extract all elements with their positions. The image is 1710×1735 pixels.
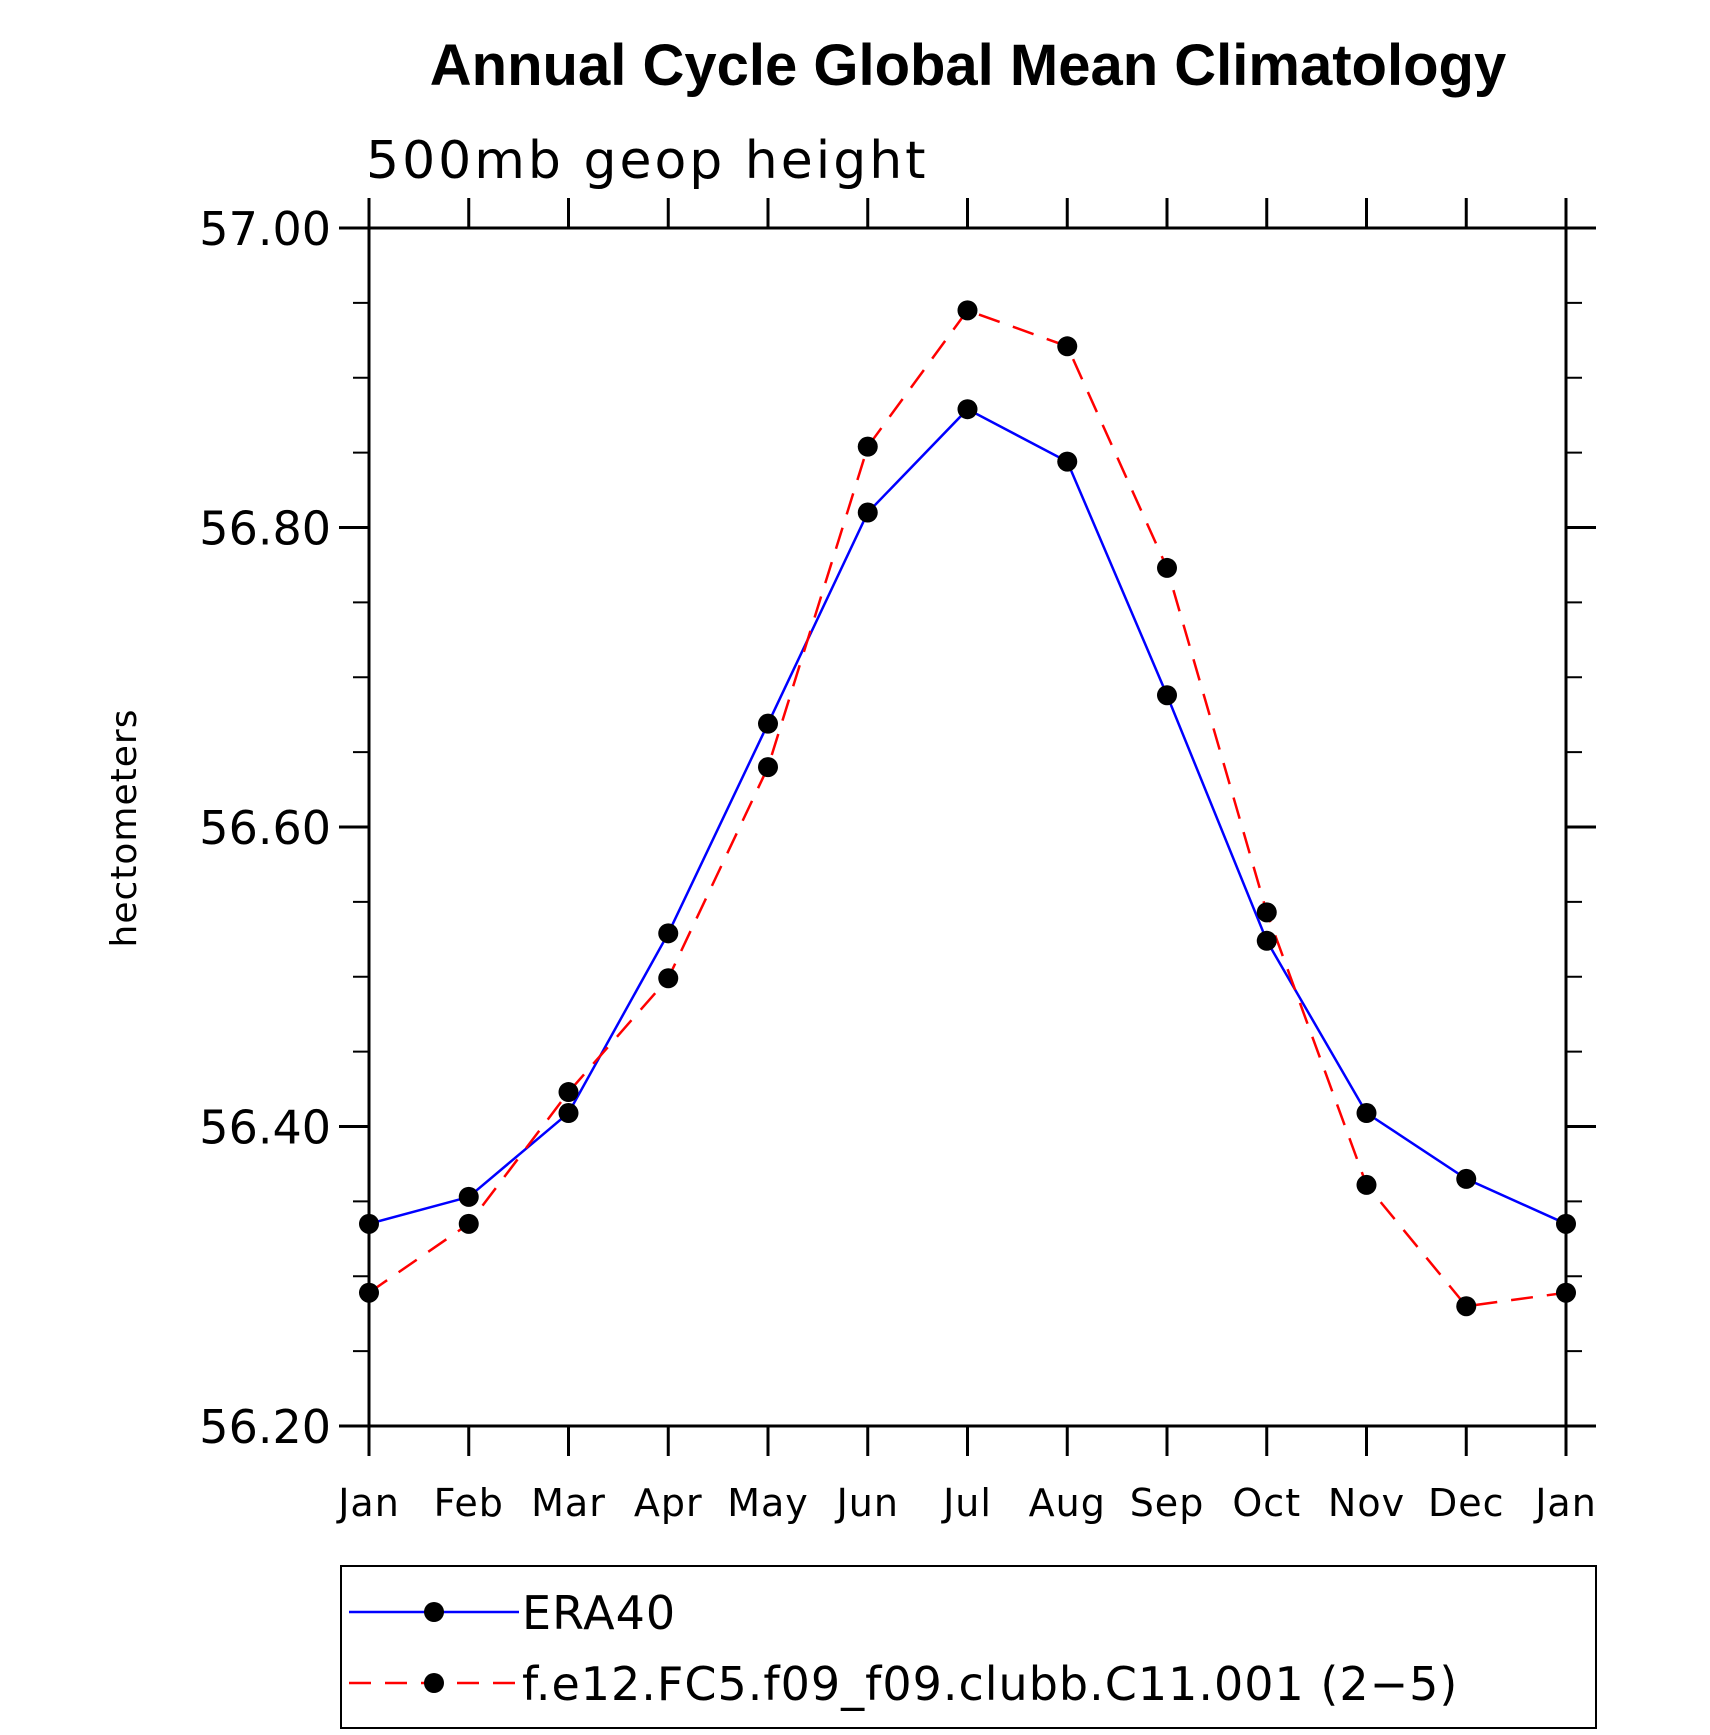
series-lines: [368, 308, 1567, 1308]
y-tick-label: 56.80: [199, 502, 331, 556]
legend-marker-era40: [424, 1602, 444, 1622]
y-tick-label: 56.20: [199, 1400, 331, 1454]
data-point-series-1: [1256, 902, 1277, 923]
data-point-series-0: [458, 1186, 479, 1207]
data-point-series-0: [1556, 1213, 1576, 1234]
x-tick-label: Sep: [1130, 1481, 1205, 1525]
y-axis-ticks: 56.20 56.40 56.60 56.80 57.00: [199, 202, 1596, 1454]
x-tick-label: Jan: [1533, 1481, 1597, 1525]
data-point-series-0: [957, 399, 978, 420]
data-point-series-1: [957, 300, 978, 321]
data-point-series-0: [558, 1103, 579, 1124]
data-point-series-1: [458, 1213, 479, 1234]
data-point-series-1: [758, 757, 778, 778]
x-tick-label: Jul: [941, 1481, 992, 1525]
chart-subtitle: 500mb geop height: [366, 131, 929, 191]
data-point-series-1: [658, 968, 679, 989]
data-point-series-0: [1356, 1103, 1377, 1124]
x-tick-label: May: [727, 1481, 809, 1525]
legend-label-model: f.e12.FC5.f09_f09.clubb.C11.001 (2−5): [522, 1657, 1458, 1711]
data-point-series-1: [558, 1082, 579, 1103]
series-markers: [359, 300, 1576, 1317]
x-axis-ticks: Jan Feb Mar Apr May Jun Jul Aug Sep Oct Nov Dec Jan: [336, 198, 1597, 1525]
y-tick-label: 57.00: [199, 202, 331, 256]
data-point-series-1: [1556, 1282, 1576, 1303]
data-point-series-0: [758, 713, 778, 734]
data-point-series-0: [359, 1213, 379, 1234]
x-tick-label: Dec: [1428, 1481, 1505, 1525]
data-point-series-0: [1456, 1168, 1477, 1189]
series-line-0: [368, 407, 1567, 1226]
x-tick-label: Mar: [531, 1481, 606, 1525]
data-point-series-0: [1256, 930, 1277, 951]
data-point-series-1: [359, 1282, 379, 1303]
data-point-series-0: [1057, 451, 1078, 472]
series-line-1: [368, 308, 1567, 1308]
data-point-series-1: [1057, 336, 1078, 357]
x-tick-label: Apr: [634, 1481, 703, 1525]
x-tick-label: Feb: [434, 1481, 504, 1525]
y-tick-label: 56.60: [199, 801, 331, 855]
x-tick-label: Jun: [835, 1481, 899, 1525]
data-point-series-1: [1356, 1174, 1377, 1195]
y-axis-label: hectometers: [104, 709, 145, 948]
x-tick-label: Oct: [1232, 1481, 1301, 1525]
legend-label-era40: ERA40: [522, 1586, 676, 1640]
x-tick-label: Aug: [1029, 1481, 1106, 1525]
legend-marker-model: [424, 1673, 444, 1693]
x-tick-label: Jan: [336, 1481, 400, 1525]
data-point-series-1: [857, 436, 878, 457]
data-point-series-0: [658, 923, 679, 944]
data-point-series-1: [1157, 557, 1177, 578]
data-point-series-0: [1157, 685, 1177, 706]
data-point-series-1: [1456, 1296, 1477, 1317]
legend-box: [340, 1565, 1597, 1729]
data-point-series-0: [857, 502, 878, 523]
y-tick-label: 56.40: [199, 1101, 331, 1155]
legend: ERA40 f.e12.FC5.f09_f09.clubb.C11.001 (2…: [340, 1565, 1597, 1729]
x-tick-label: Nov: [1328, 1481, 1405, 1525]
chart-title: Annual Cycle Global Mean Climatology: [430, 33, 1506, 98]
